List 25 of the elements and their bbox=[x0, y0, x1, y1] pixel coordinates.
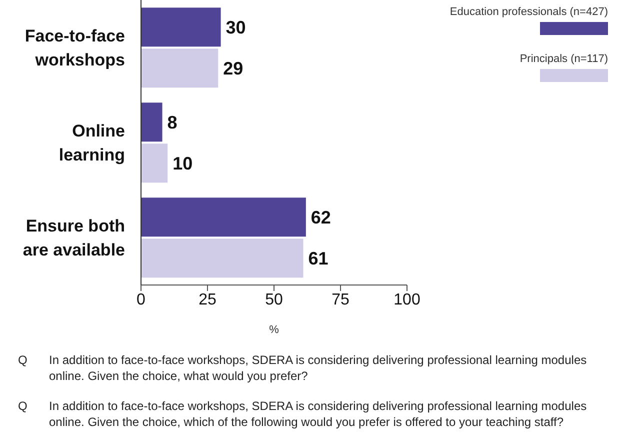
text: Q In addition to face-to-face workshops, SDERA is considering delivering professional learning modules online. Given the choice, which of the following would you prefer is offered to your teaching staff? bbox=[18, 399, 587, 429]
bar bbox=[141, 102, 162, 142]
data-label: 29 bbox=[223, 58, 244, 78]
data-label: 61 bbox=[308, 248, 328, 268]
x-tick-label: 50 bbox=[265, 291, 283, 308]
bar bbox=[141, 238, 304, 278]
bar bbox=[141, 144, 168, 183]
bar bbox=[141, 198, 306, 237]
y-tick-label: Online learning bbox=[58, 122, 125, 164]
x-tick-label: 0 bbox=[136, 291, 146, 308]
data-label: 10 bbox=[172, 153, 193, 174]
x-tick-label: 25 bbox=[198, 291, 216, 308]
text: Education professionals (n=427) bbox=[450, 6, 608, 18]
bar bbox=[141, 48, 218, 88]
data-label: 30 bbox=[226, 17, 246, 38]
data-label: 62 bbox=[310, 207, 331, 228]
data-label: 8 bbox=[167, 112, 178, 132]
text: Q In addition to face-to-face workshops, SDERA is considering delivering professional learning modules online. Given the choice, what would you prefer? bbox=[18, 353, 587, 383]
text: Principals (n=117) bbox=[520, 53, 608, 65]
y-tick-label: Ensure both are available bbox=[22, 216, 125, 260]
bar bbox=[141, 8, 221, 47]
x-tick-label: 75 bbox=[332, 291, 350, 308]
x-tick-label: 100 bbox=[394, 291, 420, 308]
y-tick-label: Face-to-face workshops bbox=[24, 26, 125, 70]
x-axis-title: % bbox=[269, 324, 280, 336]
